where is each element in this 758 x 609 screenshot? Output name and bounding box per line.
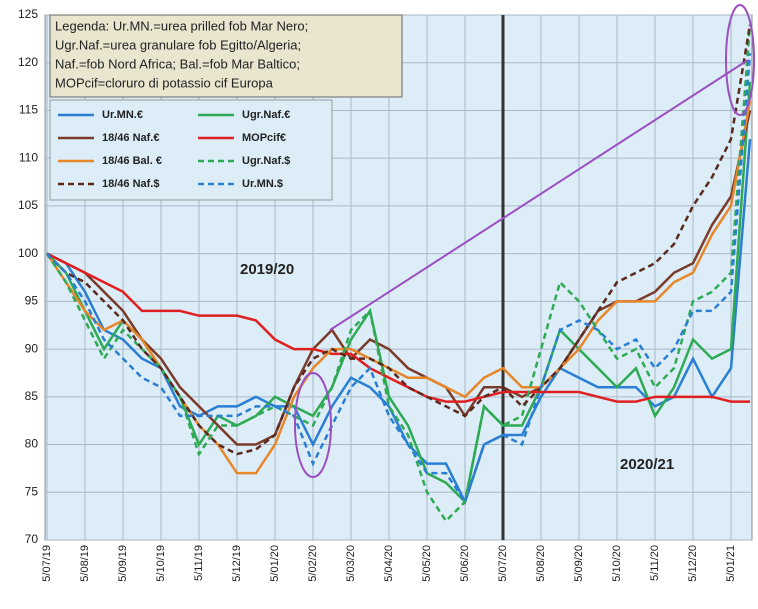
legend-label: 18/46 Naf.$ [102,178,159,190]
lines [45,24,752,523]
legend-label: Ugr.Naf.€ [242,109,290,121]
x-tick-label: 5/01/20 [269,545,281,582]
note-box [49,14,403,98]
highlight-ellipse [294,372,332,478]
legend-label: 18/46 Naf.€ [102,132,159,144]
x-tick-label: 5/07/19 [41,545,53,582]
x-tick-label: 5/11/20 [649,545,661,581]
x-tick-label: 5/07/20 [497,545,509,582]
legend-label: Ugr.Naf.$ [242,155,290,167]
x-tick-label: 5/05/20 [421,545,433,582]
x-tick-label: 5/06/20 [459,545,471,582]
series-line [46,252,750,403]
x-tick-label: 5/08/20 [535,545,547,582]
note-line: Legenda: Ur.MN.=urea prilled fob Mar Ner… [55,18,308,33]
y-tick-label: 90 [25,341,39,355]
y-tick-label: 75 [25,484,39,498]
x-tick-label: 5/01/21 [725,545,737,582]
y-tick-label: 100 [18,246,38,260]
legend-label: 18/46 Bal. € [102,155,162,167]
x-tick-label: 5/11/19 [193,545,205,581]
y-tick-label: 85 [25,389,39,403]
x-tick-label: 5/10/20 [611,545,623,582]
series-line [46,24,752,456]
y-tick-label: 70 [25,532,39,546]
note-line: MOPcif=cloruro di potassio cif Europa [55,75,274,90]
y-tick-label: 120 [18,55,38,69]
note-line: Naf.=fob Nord Africa; Bal.=fob Mar Balti… [55,56,300,71]
y-tick-label: 80 [25,437,39,451]
x-tick-label: 5/10/19 [155,545,167,582]
y-tick-label: 110 [19,150,38,164]
x-tick-label: 5/09/20 [573,545,585,582]
annotation: 2019/20 [240,261,294,278]
legend-note: Legenda: Ur.MN.=urea prilled fob Mar Ner… [55,18,308,90]
x-tick-label: 5/12/20 [687,545,699,582]
x-tick-label: 5/03/20 [345,545,357,582]
y-tick-label: 125 [18,7,38,21]
annotation: 2020/21 [620,456,674,473]
legend-label: MOPcif€ [242,132,286,144]
series-line [45,24,752,523]
x-tick-label: 5/09/19 [117,545,129,582]
legend-label: Ur.MN.€ [102,109,143,121]
legend: Ur.MN.€ Ugr.Naf.€ 18/46 Naf.€ MOPcif€ 18/46 … [58,109,290,190]
x-tick-label: 5/08/19 [79,545,91,582]
y-tick-label: 115 [19,103,38,117]
series-line [46,53,752,505]
highlight-arrow [329,59,749,331]
y-tick-label: 105 [18,198,38,212]
x-tick-label: 5/04/20 [383,545,395,582]
note-line: Ugr.Naf.=urea granulare fob Egitto/Alger… [55,37,301,52]
x-tick-label: 5/02/20 [307,545,319,582]
x-tick-label: 5/12/19 [231,545,243,582]
legend-box [49,99,333,201]
legend-label: Ur.MN.$ [242,178,283,190]
highlight-ellipse [725,4,755,116]
y-tick-label: 95 [25,294,39,308]
